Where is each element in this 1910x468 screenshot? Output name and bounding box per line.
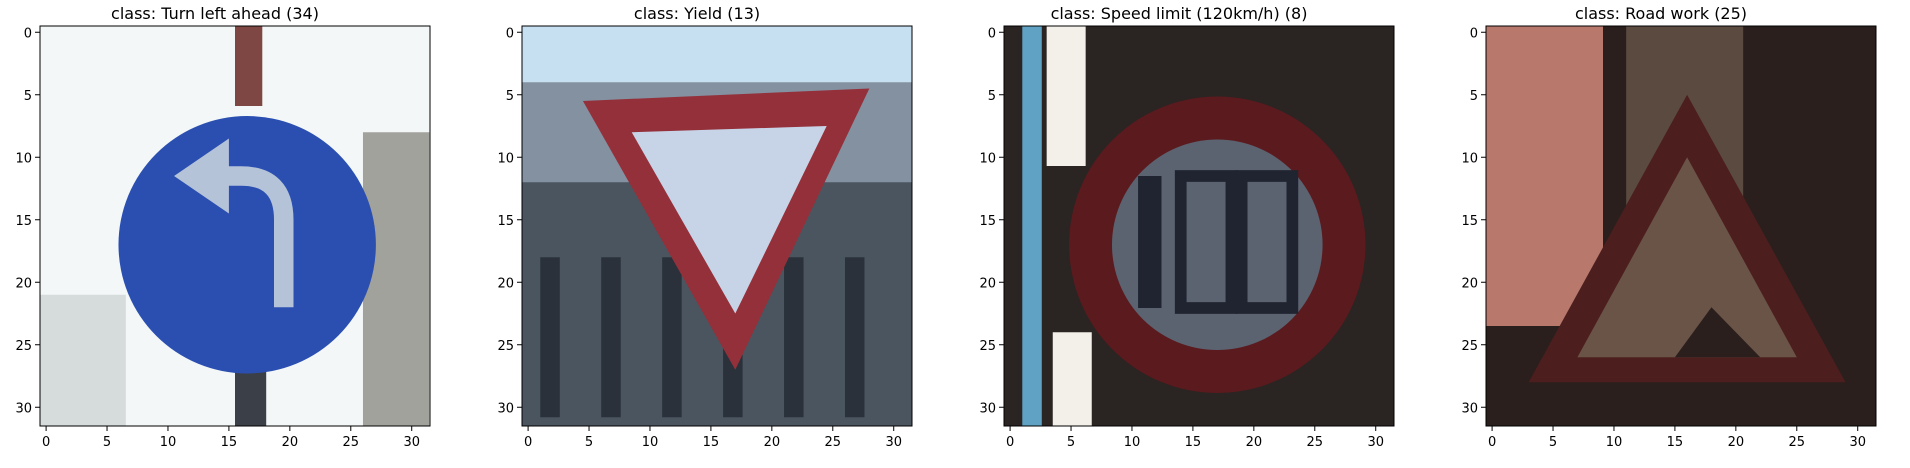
sign-image bbox=[40, 26, 430, 426]
x-tick-label: 25 bbox=[343, 435, 360, 450]
x-tick-label: 15 bbox=[1185, 435, 1202, 450]
x-tick-label: 25 bbox=[1307, 435, 1324, 450]
sign-image bbox=[1486, 26, 1876, 426]
y-tick-label: 10 bbox=[497, 151, 514, 166]
y-tick-label: 30 bbox=[497, 401, 514, 416]
panel-title: class: Yield (13) bbox=[633, 4, 761, 23]
x-tick-label: 25 bbox=[1789, 435, 1806, 450]
sign-image bbox=[1004, 26, 1394, 426]
x-tick-label: 5 bbox=[585, 435, 593, 450]
y-tick-label: 30 bbox=[979, 401, 996, 416]
y-tick-label: 15 bbox=[1461, 214, 1478, 229]
y-tick-label: 0 bbox=[988, 26, 996, 41]
y-tick-label: 5 bbox=[988, 89, 996, 104]
y-tick-label: 10 bbox=[979, 151, 996, 166]
y-tick-label: 20 bbox=[1461, 276, 1478, 291]
x-tick-label: 15 bbox=[703, 435, 720, 450]
x-tick-label: 5 bbox=[1549, 435, 1557, 450]
axes-frame bbox=[1003, 25, 1395, 427]
y-tick-label: 20 bbox=[979, 276, 996, 291]
x-tick-label: 20 bbox=[1728, 435, 1745, 450]
x-tick-label: 30 bbox=[1849, 435, 1866, 450]
sign-image bbox=[522, 26, 912, 426]
x-tick-label: 20 bbox=[764, 435, 781, 450]
x-tick-label: 15 bbox=[1667, 435, 1684, 450]
y-tick-label: 15 bbox=[15, 214, 32, 229]
panel-title: class: Turn left ahead (34) bbox=[111, 4, 319, 23]
y-tick-label: 30 bbox=[15, 401, 32, 416]
y-tick-label: 0 bbox=[24, 26, 32, 41]
y-tick-label: 10 bbox=[1461, 151, 1478, 166]
x-tick-label: 10 bbox=[1124, 435, 1141, 450]
image-panel: class: Speed limit (120km/h) (8) 0 5 10 15 20… bbox=[964, 0, 1395, 468]
x-tick-label: 5 bbox=[103, 435, 111, 450]
x-tick-label: 15 bbox=[221, 435, 238, 450]
y-tick-label: 0 bbox=[1470, 26, 1478, 41]
x-tick-label: 30 bbox=[403, 435, 420, 450]
x-tick-label: 5 bbox=[1067, 435, 1075, 450]
x-tick-label: 30 bbox=[885, 435, 902, 450]
image-panel: class: Road work (25) 0 5 10 15 20 25 30 0 5 10 15 2… bbox=[1446, 0, 1877, 468]
y-tick-label: 10 bbox=[15, 151, 32, 166]
y-tick-label: 15 bbox=[979, 214, 996, 229]
x-tick-label: 10 bbox=[160, 435, 177, 450]
x-tick-label: 20 bbox=[282, 435, 299, 450]
y-tick-label: 5 bbox=[506, 89, 514, 104]
x-tick-label: 30 bbox=[1367, 435, 1384, 450]
y-tick-label: 0 bbox=[506, 26, 514, 41]
x-tick-label: 0 bbox=[1006, 435, 1014, 450]
axes-frame bbox=[39, 25, 431, 427]
x-tick-label: 20 bbox=[1246, 435, 1263, 450]
y-tick-label: 20 bbox=[497, 276, 514, 291]
y-tick-label: 20 bbox=[15, 276, 32, 291]
x-tick-label: 25 bbox=[825, 435, 842, 450]
axes-frame bbox=[521, 25, 913, 427]
panel-title: class: Road work (25) bbox=[1574, 4, 1748, 23]
y-tick-label: 15 bbox=[497, 214, 514, 229]
y-tick-label: 5 bbox=[24, 89, 32, 104]
panel-title: class: Speed limit (120km/h) (8) bbox=[1050, 4, 1308, 23]
y-tick-label: 25 bbox=[15, 339, 32, 354]
x-tick-label: 0 bbox=[42, 435, 50, 450]
y-tick-label: 25 bbox=[979, 339, 996, 354]
x-tick-label: 0 bbox=[1488, 435, 1496, 450]
x-tick-label: 0 bbox=[524, 435, 532, 450]
image-axes: 0 5 10 15 20 25 30 0 5 10 15 20 25 30 bbox=[15, 25, 431, 450]
axes-frame bbox=[1485, 25, 1877, 427]
x-tick-label: 10 bbox=[642, 435, 659, 450]
y-tick-label: 30 bbox=[1461, 401, 1478, 416]
image-panel: class: Turn left ahead (34) 0 5 10 15 20 25 30 0… bbox=[0, 0, 431, 468]
y-tick-label: 25 bbox=[1461, 339, 1478, 354]
y-tick-label: 5 bbox=[1470, 89, 1478, 104]
image-panel: class: Yield (13) 0 5 10 15 20 25 30 0 5 10 15 20 25 3… bbox=[482, 0, 913, 468]
y-tick-label: 25 bbox=[497, 339, 514, 354]
image-axes: 0 5 10 15 20 25 30 0 5 10 15 20 25 30 bbox=[497, 25, 913, 450]
image-axes: 0 5 10 15 20 25 30 0 5 10 15 20 25 30 bbox=[979, 25, 1395, 450]
x-tick-label: 10 bbox=[1606, 435, 1623, 450]
image-axes: 0 5 10 15 20 25 30 0 5 10 15 20 25 30 bbox=[1461, 25, 1877, 450]
